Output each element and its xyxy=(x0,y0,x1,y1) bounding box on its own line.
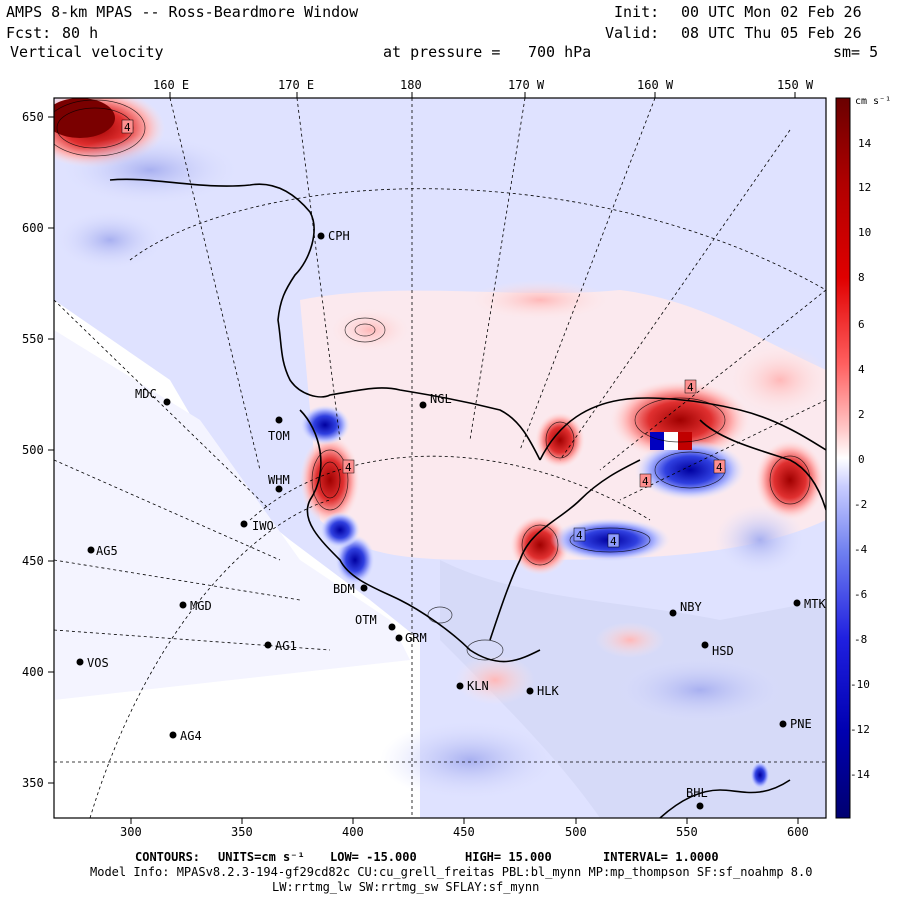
colorbar-tick: -10 xyxy=(850,678,870,691)
valid-label: Valid: xyxy=(605,24,660,42)
colorbar-tick: -6 xyxy=(854,588,867,601)
station-label: MDC xyxy=(135,387,157,401)
station-label: PNE xyxy=(790,717,812,731)
colorbar-tick: -4 xyxy=(854,543,868,556)
station-label: AG1 xyxy=(275,639,297,653)
station-label: MTK xyxy=(804,597,826,611)
colorbar-units: cm s⁻¹ xyxy=(855,96,891,107)
colorbar-tick: 8 xyxy=(858,271,865,284)
colorbar-tick: 14 xyxy=(858,137,872,150)
x-tick: 300 xyxy=(120,825,142,839)
y-tick: 600 xyxy=(22,221,44,235)
blue-core-marie-byrd xyxy=(635,440,745,500)
y-tick: 350 xyxy=(22,776,44,790)
contour-label: 4 xyxy=(576,529,583,542)
contours-interval: INTERVAL= 1.0000 xyxy=(603,850,719,864)
lon-label: 150 W xyxy=(777,78,814,92)
contour-label: 4 xyxy=(716,461,723,474)
station-label: BHL xyxy=(686,786,708,800)
colorbar-tick: -14 xyxy=(850,768,870,781)
y-tick: 400 xyxy=(22,665,44,679)
x-tick: 350 xyxy=(231,825,253,839)
lon-labels: 160 E 170 E 180 170 W 160 W 150 W xyxy=(153,78,814,92)
colorbar-tick: 12 xyxy=(858,181,871,194)
red-core-ross xyxy=(300,435,360,525)
colorbar-tick: 0 xyxy=(858,453,865,466)
colorbar-ticks: 14 12 10 8 6 4 2 0 -2 -4 -6 -8 -10 -12 -… xyxy=(850,137,872,781)
station-label: BDM xyxy=(333,582,355,596)
x-axis-labels: 300 350 400 450 500 550 600 xyxy=(120,825,809,839)
colorbar-tick: 4 xyxy=(858,363,865,376)
x-tick: 550 xyxy=(676,825,698,839)
map-title: AMPS 8-km MPAS -- Ross-Beardmore Window xyxy=(6,3,359,21)
colorbar-tick: -12 xyxy=(850,723,870,736)
y-tick: 450 xyxy=(22,554,44,568)
station-label: NBY xyxy=(680,600,702,614)
lon-label: 160 E xyxy=(153,78,189,92)
station-label: KLN xyxy=(467,679,489,693)
contour-label: 4 xyxy=(124,121,131,134)
station-label: HSD xyxy=(712,644,734,658)
station-label: NGL xyxy=(430,392,452,406)
colorbar-tick: 10 xyxy=(858,226,871,239)
plot-frame xyxy=(53,97,827,819)
y-tick: 650 xyxy=(22,110,44,124)
lon-label: 170 E xyxy=(278,78,314,92)
station-label: GRM xyxy=(405,631,427,645)
y-tick: 550 xyxy=(22,332,44,346)
contour-label: 4 xyxy=(642,475,649,488)
contours-units: UNITS=cm s⁻¹ xyxy=(218,850,305,864)
station-label: IWO xyxy=(252,519,274,533)
field-name: Vertical velocity xyxy=(10,43,164,61)
model-info: Model Info: MPASv8.2.3-194-gf29cd82c CU:… xyxy=(90,865,813,879)
station-label: AG5 xyxy=(96,544,118,558)
colorbar-tick: -2 xyxy=(854,498,867,511)
contours-low: LOW= -15.000 xyxy=(330,850,417,864)
x-tick: 500 xyxy=(565,825,587,839)
y-tick: 500 xyxy=(22,443,44,457)
station-label: MGD xyxy=(190,599,212,613)
station-label: CPH xyxy=(328,229,350,243)
graticule xyxy=(54,98,826,818)
x-tick: 400 xyxy=(342,825,364,839)
coastline xyxy=(109,178,826,818)
valid-value: 08 UTC Thu 05 Feb 26 xyxy=(681,24,862,42)
x-tick: 450 xyxy=(453,825,475,839)
stations: CPH MDC NGL TOM WHM IWO AG5 BDM MGD OTM … xyxy=(76,229,826,810)
map-field: 4 4 4 4 4 4 4 140 W 130 W 120 W 110 W 10… xyxy=(54,98,826,818)
init-label: Init: xyxy=(614,3,660,21)
colorbar-tick: 2 xyxy=(858,408,865,421)
pressure-label: at pressure = xyxy=(383,43,501,61)
lon-label: 160 W xyxy=(637,78,674,92)
contour-labels: 4 4 4 4 4 4 4 xyxy=(121,119,726,548)
colorbar-tick: 6 xyxy=(858,318,865,331)
contour-label: 4 xyxy=(345,461,352,474)
smoothing-label: sm= 5 xyxy=(833,43,879,61)
init-value: 00 UTC Mon 02 Feb 26 xyxy=(681,3,862,21)
station-label: WHM xyxy=(268,473,290,487)
colorbar xyxy=(835,97,851,819)
contour-label: 4 xyxy=(687,381,694,394)
contours-label: CONTOURS: xyxy=(135,850,201,864)
forecast-label: Fcst: xyxy=(6,24,52,42)
station-label: VOS xyxy=(87,656,109,670)
station-label: TOM xyxy=(268,429,290,443)
station-label: HLK xyxy=(537,684,559,698)
x-tick: 600 xyxy=(787,825,809,839)
y-axis-labels: 650 600 550 500 450 400 350 xyxy=(22,110,44,790)
red-core-marie-byrd xyxy=(610,380,750,460)
contour-label: 4 xyxy=(610,535,617,548)
lon-label: 170 W xyxy=(508,78,545,92)
physics-info: LW:rrtmg_lw SW:rrtmg_sw SFLAY:sf_mynn xyxy=(272,880,540,894)
colorbar-tick: -8 xyxy=(854,633,867,646)
station-label: OTM xyxy=(355,613,377,627)
contours-high: HIGH= 15.000 xyxy=(465,850,552,864)
lon-label: 180 xyxy=(400,78,422,92)
station-label: AG4 xyxy=(180,729,202,743)
forecast-value: 80 h xyxy=(62,24,99,42)
pressure-value: 700 hPa xyxy=(528,43,592,61)
